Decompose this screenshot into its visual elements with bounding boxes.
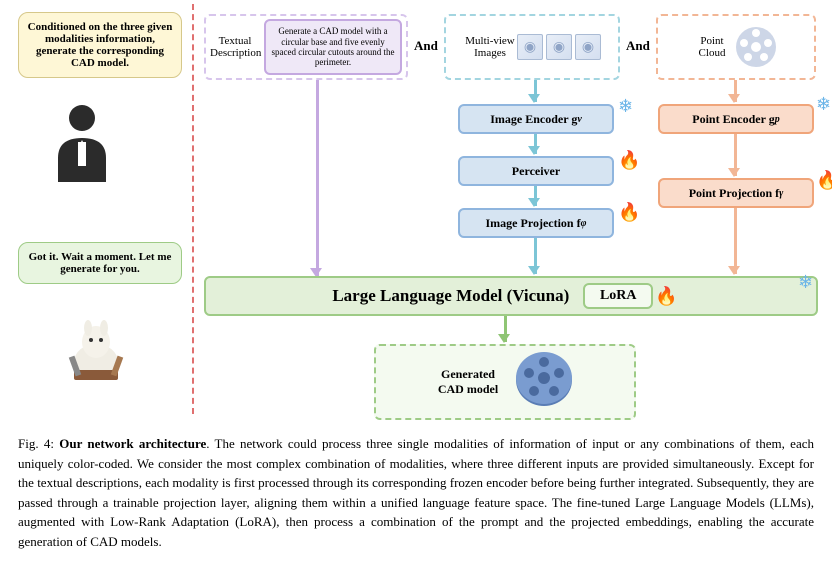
divider bbox=[192, 4, 194, 414]
view-thumb-1: ◉ bbox=[517, 34, 543, 60]
generated-text: Generated CAD model bbox=[435, 367, 501, 397]
llm-box: Large Language Model (Vicuna) LoRA 🔥 bbox=[204, 276, 818, 316]
lora-box: LoRA bbox=[583, 283, 653, 309]
architecture-diagram: Conditioned on the three given modalitie… bbox=[4, 4, 828, 424]
user-speech-bubble: Conditioned on the three given modalitie… bbox=[18, 12, 182, 78]
textual-label: Textual Description bbox=[210, 35, 264, 59]
user-speech-text: Conditioned on the three given modalitie… bbox=[28, 21, 173, 69]
textual-description-box: Textual Description Generate a CAD model… bbox=[204, 14, 408, 80]
llm-text: Large Language Model (Vicuna) bbox=[332, 286, 569, 306]
pointcloud-icon bbox=[732, 23, 780, 71]
textual-content-box: Generate a CAD model with a circular bas… bbox=[264, 19, 402, 75]
image-projection-text: Image Projection f bbox=[486, 216, 581, 231]
snowflake-icon-llm: ❄ bbox=[798, 272, 813, 293]
fig-number: Fig. 4: bbox=[18, 436, 59, 451]
generated-icon bbox=[513, 349, 575, 416]
model-speech-bubble: Got it. Wait a moment. Let me generate f… bbox=[18, 242, 182, 284]
view-thumb-3: ◉ bbox=[575, 34, 601, 60]
image-projection-box: Image Projection fφ bbox=[458, 208, 614, 238]
flame-icon-lora: 🔥 bbox=[655, 286, 677, 307]
flame-icon-2: 🔥 bbox=[816, 170, 832, 191]
point-projection-text: Point Projection f bbox=[689, 186, 779, 201]
arrow-mv-down-2 bbox=[534, 134, 537, 154]
generated-box: Generated CAD model bbox=[374, 344, 636, 420]
pointcloud-box: Point Cloud bbox=[656, 14, 816, 80]
and-2: And bbox=[626, 38, 650, 54]
multiview-label: Multi-view Images bbox=[463, 35, 517, 59]
pointcloud-label: Point Cloud bbox=[692, 35, 732, 59]
fig-body: . The network could process three single… bbox=[18, 436, 814, 549]
flame-icon-3: 🔥 bbox=[618, 202, 640, 223]
point-encoder-text: Point Encoder g bbox=[692, 112, 774, 127]
person-icon bbox=[52, 102, 112, 194]
image-encoder-box: Image Encoder gv bbox=[458, 104, 614, 134]
view-thumb-2: ◉ bbox=[546, 34, 572, 60]
snowflake-icon-2: ❄ bbox=[816, 94, 831, 115]
figure-caption: Fig. 4: Our network architecture. The ne… bbox=[18, 434, 814, 551]
point-encoder-box: Point Encoder gp bbox=[658, 104, 814, 134]
arrow-mv-down-3 bbox=[534, 186, 537, 206]
perceiver-box: Perceiver bbox=[458, 156, 614, 186]
arrow-text-down: .arrow [style*="c4a8e0"]::after{border-t… bbox=[316, 80, 319, 276]
fig-title: Our network architecture bbox=[59, 436, 206, 451]
flame-icon-1: 🔥 bbox=[618, 150, 640, 171]
model-speech-text: Got it. Wait a moment. Let me generate f… bbox=[29, 251, 172, 275]
arrow-pc-down-2 bbox=[734, 134, 737, 176]
image-encoder-text: Image Encoder g bbox=[490, 112, 577, 127]
arrow-mv-down-1 bbox=[534, 80, 537, 102]
arrow-mv-down-4 bbox=[534, 238, 537, 274]
point-projection-box: Point Projection fγ bbox=[658, 178, 814, 208]
llama-icon bbox=[60, 316, 132, 388]
multiview-box: Multi-view Images ◉ ◉ ◉ bbox=[444, 14, 620, 80]
multiview-thumbs: ◉ ◉ ◉ bbox=[517, 34, 601, 60]
arrow-pc-down-1 bbox=[734, 80, 737, 102]
and-1: And bbox=[414, 38, 438, 54]
arrow-llm-down bbox=[504, 316, 507, 342]
snowflake-icon-1: ❄ bbox=[618, 96, 633, 117]
arrow-pc-down-3 bbox=[734, 208, 737, 274]
